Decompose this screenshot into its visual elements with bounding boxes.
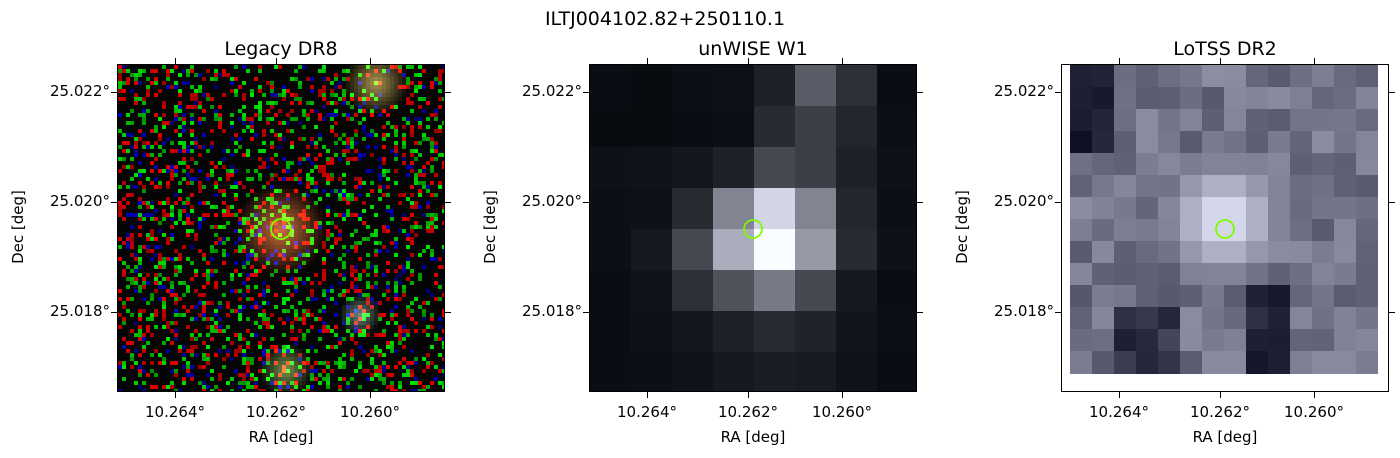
y-tick-3: 25.018° [50,302,110,320]
x-tick-mark [175,58,176,64]
y-tick-mark [111,312,117,313]
y-tick-3: 25.018° [522,302,582,320]
x-tick-mark [842,58,843,64]
y-tick-2: 25.020° [994,192,1054,210]
marker-circle [270,218,292,240]
x-tick-1: 10.264° [1089,403,1149,421]
y-tick-mark [111,92,117,93]
x-tick-1: 10.264° [617,403,677,421]
y-tick-1: 25.022° [522,82,582,100]
x-tick-mark [748,58,749,64]
y-tick-mark [917,312,923,313]
x-tick-2: 10.262° [1190,403,1250,421]
y-tick-mark [1389,92,1395,93]
panel-legacy-dr8: Legacy DR8 25.022° 25.020° 25.018° 10.26… [0,0,445,458]
panel-title: LoTSS DR2 [1173,38,1277,60]
image-unwise-w1 [589,64,917,392]
x-tick-mark [1220,392,1221,398]
y-tick-mark [1389,202,1395,203]
y-tick-mark [583,92,589,93]
x-tick-mark [370,392,371,398]
y-tick-mark [1055,92,1061,93]
y-tick-3: 25.018° [994,302,1054,320]
x-tick-3: 10.260° [340,403,400,421]
x-tick-mark [276,392,277,398]
y-tick-mark [445,92,451,93]
y-tick-mark [1055,202,1061,203]
x-tick-2: 10.262° [718,403,778,421]
panel-title: unWISE W1 [698,38,808,60]
y-tick-mark [445,202,451,203]
x-tick-mark [647,58,648,64]
x-tick-mark [1119,392,1120,398]
y-tick-2: 25.020° [50,192,110,210]
y-tick-mark [445,312,451,313]
x-axis-label: RA [deg] [1192,428,1258,446]
marker-circle [743,219,763,239]
x-tick-mark [842,392,843,398]
x-tick-1: 10.264° [145,403,205,421]
x-tick-mark [175,392,176,398]
x-tick-mark [1119,58,1120,64]
x-tick-mark [1314,58,1315,64]
y-tick-mark [1389,312,1395,313]
y-tick-1: 25.022° [994,82,1054,100]
x-tick-3: 10.260° [812,403,872,421]
y-tick-mark [917,92,923,93]
image-legacy-dr8 [117,64,445,392]
marker-circle [1215,219,1235,239]
y-axis-label: Dec [deg] [953,190,971,264]
panel-title: Legacy DR8 [224,38,338,60]
x-axis-label: RA [deg] [248,428,314,446]
x-tick-2: 10.262° [246,403,306,421]
panel-unwise-w1: unWISE W1 25.022° 25.020° 25.018° 10.264… [0,0,917,458]
y-tick-mark [917,202,923,203]
y-tick-mark [111,202,117,203]
x-tick-mark [748,392,749,398]
y-axis-label: Dec [deg] [481,190,499,264]
x-tick-mark [1314,392,1315,398]
y-tick-mark [583,312,589,313]
x-axis-label: RA [deg] [720,428,786,446]
y-tick-mark [583,202,589,203]
image-lotss-dr2 [1061,64,1389,392]
x-tick-mark [276,58,277,64]
x-tick-3: 10.260° [1284,403,1344,421]
x-tick-mark [1220,58,1221,64]
y-tick-1: 25.022° [50,82,110,100]
y-tick-mark [1055,312,1061,313]
figure-title: ILTJ004102.82+250110.1 [544,8,786,30]
x-tick-mark [647,392,648,398]
x-tick-mark [370,58,371,64]
y-tick-2: 25.020° [522,192,582,210]
